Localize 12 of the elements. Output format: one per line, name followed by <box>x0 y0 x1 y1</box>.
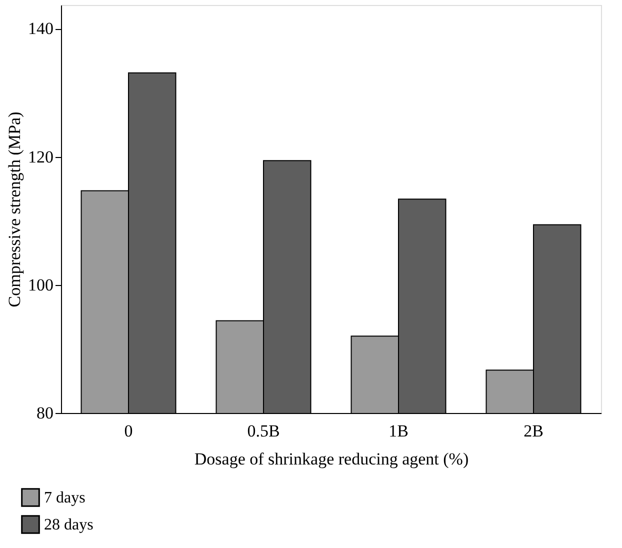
x-tick-label: 0.5B <box>247 422 280 440</box>
x-tick-label: 0 <box>124 422 133 440</box>
x-tick-label: 2B <box>524 422 544 440</box>
y-tick-label: 100 <box>28 275 54 294</box>
x-axis-title: Dosage of shrinkage reducing agent (%) <box>194 450 469 468</box>
legend-label: 7 days <box>44 490 86 506</box>
legend-label: 28 days <box>44 516 94 534</box>
y-tick-label: 80 <box>36 404 54 422</box>
y-tick-label: 140 <box>28 19 54 38</box>
x-tick-label: 1B <box>388 422 408 440</box>
y-axis-title: Compressive strength (MPa) <box>5 112 24 308</box>
y-tick-label: 120 <box>28 147 54 166</box>
